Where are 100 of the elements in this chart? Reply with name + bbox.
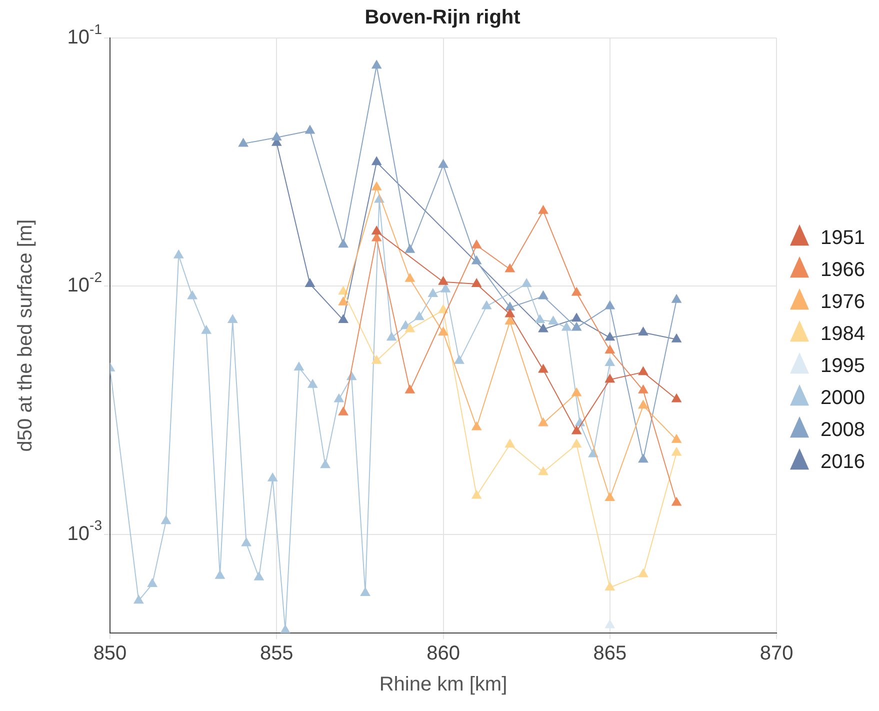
point <box>294 361 304 370</box>
point <box>404 384 416 394</box>
legend-label: 1966 <box>820 259 866 282</box>
y-axis-title: d50 at the bed surface [m] <box>14 219 37 452</box>
point <box>638 366 648 376</box>
point <box>638 568 648 578</box>
point <box>504 308 516 318</box>
point <box>538 417 548 426</box>
point <box>440 283 451 292</box>
point <box>371 156 382 166</box>
point <box>481 300 492 310</box>
point <box>604 374 616 383</box>
point <box>538 466 548 476</box>
legend-label: 1951 <box>820 227 866 250</box>
point <box>571 286 582 296</box>
point <box>338 406 348 416</box>
point <box>571 438 582 448</box>
point <box>471 255 482 264</box>
point <box>471 490 482 499</box>
point <box>386 332 397 341</box>
point <box>671 496 682 506</box>
x-tick-label: 860 <box>426 642 460 665</box>
point <box>671 333 682 342</box>
point <box>338 314 348 324</box>
point <box>414 311 424 320</box>
point <box>471 278 482 287</box>
point <box>404 244 416 253</box>
point <box>334 393 344 402</box>
legend-label: 1976 <box>820 291 866 314</box>
point <box>404 272 416 282</box>
point <box>604 344 616 354</box>
point <box>428 288 438 297</box>
point <box>238 138 248 147</box>
point <box>320 459 330 468</box>
x-tick-label: 855 <box>260 642 294 665</box>
point <box>454 354 464 364</box>
point <box>638 400 648 409</box>
point <box>304 278 316 287</box>
point <box>254 571 264 580</box>
point <box>521 278 532 287</box>
point <box>271 132 282 141</box>
point <box>638 454 648 463</box>
x-tick-label: 865 <box>593 642 627 665</box>
point <box>241 537 252 546</box>
legend-label: 1984 <box>820 323 866 346</box>
point <box>371 181 382 190</box>
legend-label: 2000 <box>820 387 866 410</box>
point <box>187 290 198 300</box>
legend-label: 2008 <box>820 419 866 442</box>
point <box>267 472 278 482</box>
point <box>671 434 682 443</box>
point <box>604 332 616 341</box>
point <box>404 323 416 332</box>
point <box>538 364 548 373</box>
point <box>471 421 482 430</box>
point <box>504 438 516 448</box>
point <box>561 322 572 331</box>
point <box>173 249 184 258</box>
point <box>280 624 290 633</box>
point <box>471 239 482 248</box>
point <box>671 294 682 303</box>
point <box>338 296 348 306</box>
point <box>438 158 448 168</box>
point <box>538 323 548 332</box>
point <box>604 357 616 366</box>
point <box>571 387 582 396</box>
point <box>538 290 548 300</box>
point <box>227 314 238 324</box>
point <box>571 312 582 322</box>
point <box>671 446 682 456</box>
point <box>371 354 382 364</box>
point <box>214 570 226 579</box>
point <box>371 60 382 69</box>
point <box>638 384 648 394</box>
point <box>304 124 316 134</box>
point <box>438 326 448 336</box>
x-tick-label: 850 <box>93 642 127 665</box>
point <box>504 302 516 311</box>
point <box>571 425 582 434</box>
point <box>307 378 318 388</box>
point <box>360 586 370 596</box>
x-tick-label: 870 <box>760 642 794 665</box>
point <box>160 515 172 524</box>
legend-label: 2016 <box>820 451 866 474</box>
legend-label: 1995 <box>820 355 866 378</box>
point <box>147 578 158 588</box>
point <box>534 314 546 324</box>
point <box>133 594 144 604</box>
point <box>504 316 516 325</box>
point <box>604 492 616 501</box>
point <box>604 582 616 591</box>
point <box>438 276 448 285</box>
point <box>604 300 616 310</box>
point <box>371 226 382 235</box>
x-axis-title: Rhine km [km] <box>379 674 508 696</box>
chart-title: Boven-Rijn right <box>364 6 521 29</box>
point <box>604 619 616 628</box>
point <box>638 326 648 336</box>
point <box>338 238 348 248</box>
point <box>571 322 582 331</box>
